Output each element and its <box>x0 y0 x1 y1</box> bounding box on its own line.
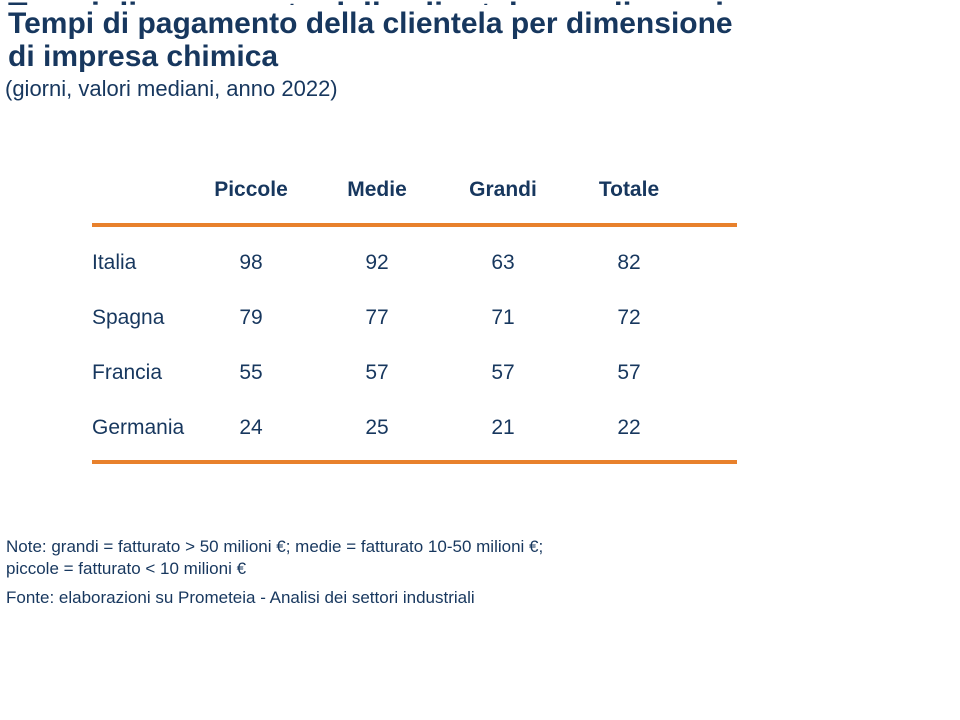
header-cell-medie: Medie <box>347 178 407 201</box>
table-row-francia: Francia 55 57 57 57 <box>92 360 737 386</box>
page-subtitle: (giorni, valori mediani, anno 2022) <box>5 76 338 101</box>
value-cell: 63 <box>491 251 515 274</box>
value-cell: 71 <box>491 306 515 329</box>
row-label: Spagna <box>92 306 165 329</box>
page-title-line1: Tempi di pagamento della clientela per d… <box>8 7 733 40</box>
table-row-spagna: Spagna 79 77 71 72 <box>92 305 737 331</box>
value-cell: 25 <box>365 416 389 439</box>
table-bottom-rule <box>92 460 737 464</box>
header-cell-piccole: Piccole <box>214 178 288 201</box>
value-cell: 92 <box>365 251 389 274</box>
value-cell: 98 <box>239 251 263 274</box>
value-cell: 77 <box>365 306 389 329</box>
note-line2: piccole = fatturato < 10 milioni € <box>6 559 247 578</box>
header-cell-totale: Totale <box>598 178 660 201</box>
cropped-text-artifact: Tempi di pagamento della clientela per d… <box>8 0 788 5</box>
page-title: Tempi di pagamento della clientela per d… <box>8 7 733 73</box>
page-title-line2: di impresa chimica <box>8 40 279 73</box>
value-cell: 72 <box>617 306 641 329</box>
table-header-row: Piccole Medie Grandi Totale <box>92 176 737 204</box>
value-cell: 79 <box>239 306 263 329</box>
row-label: Francia <box>92 361 163 384</box>
row-label: Germania <box>92 416 185 439</box>
table-row-italia: Italia 98 92 63 82 <box>92 250 737 276</box>
value-cell: 21 <box>491 416 515 439</box>
table-row-germania: Germania 24 25 21 22 <box>92 415 737 441</box>
value-cell: 57 <box>365 361 389 384</box>
value-cell: 55 <box>239 361 263 384</box>
note-text: Note: grandi = fatturato > 50 milioni €;… <box>6 536 543 580</box>
row-label: Italia <box>92 251 137 274</box>
value-cell: 82 <box>617 251 641 274</box>
value-cell: 57 <box>617 361 641 384</box>
source-text: Fonte: elaborazioni su Prometeia - Anali… <box>6 588 475 607</box>
value-cell: 57 <box>491 361 515 384</box>
note-line1: Note: grandi = fatturato > 50 milioni €;… <box>6 537 544 556</box>
cropped-text-artifact-text: Tempi di pagamento della clientela per d… <box>8 0 788 5</box>
value-cell: 22 <box>617 416 641 439</box>
value-cell: 24 <box>239 416 263 439</box>
header-cell-grandi: Grandi <box>469 178 537 201</box>
table-top-rule <box>92 223 737 227</box>
